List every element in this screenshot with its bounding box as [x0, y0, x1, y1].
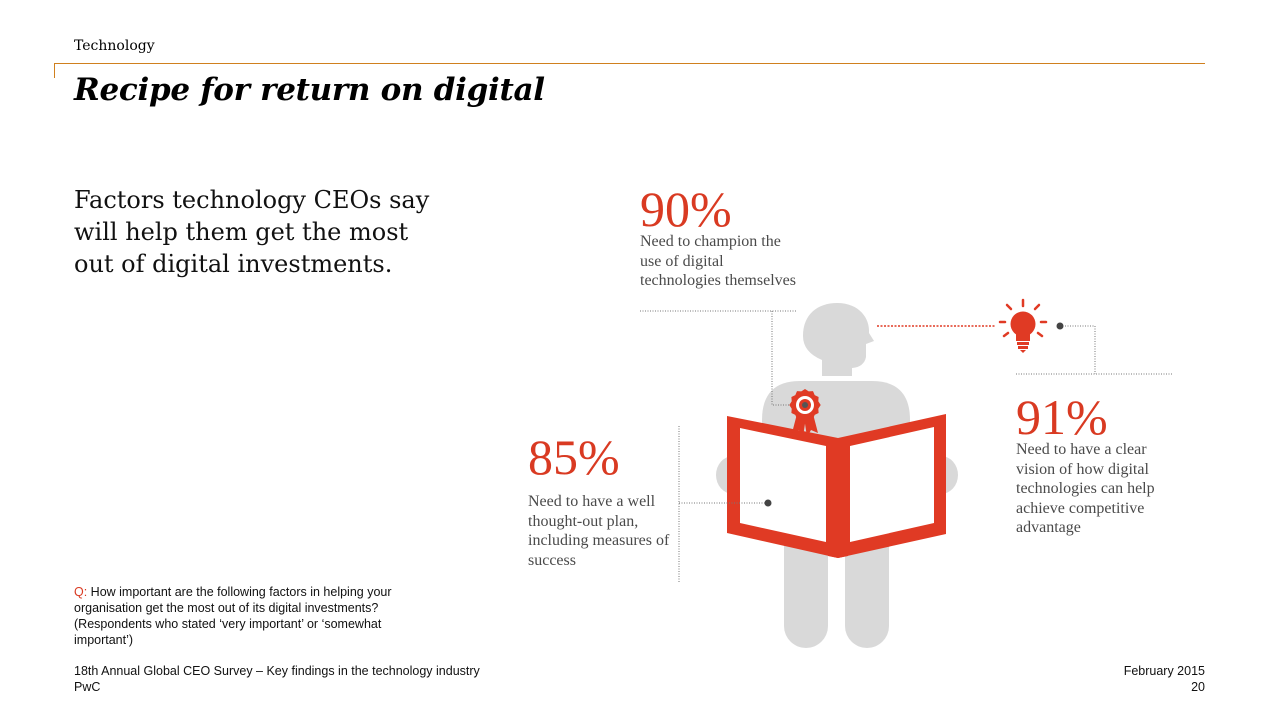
question-text: How important are the following factors …: [74, 585, 392, 647]
footer-date: February 2015: [1123, 664, 1205, 678]
header-rule: [54, 63, 1205, 64]
intro-text: Factors technology CEOs say will help th…: [74, 186, 430, 278]
footer-survey-title: 18th Annual Global CEO Survey – Key find…: [74, 664, 480, 678]
rosette-icon: [789, 389, 821, 437]
footer-brand: PwC: [74, 680, 101, 694]
page-title: Recipe for return on digital: [74, 72, 545, 108]
stat-description-85: Need to have a well thought-out plan, in…: [528, 493, 670, 569]
stat-description-90: Need to champion the use of digital tech…: [640, 233, 796, 289]
stat-value-91: 91%: [1016, 389, 1108, 445]
stat-description-91: Need to have a clear vision of how digit…: [1016, 441, 1155, 536]
leader-dot: [1056, 322, 1064, 330]
question-prefix: Q:: [74, 585, 88, 599]
survey-question: Q: How important are the following facto…: [74, 584, 424, 648]
stat-value-90: 90%: [640, 181, 732, 237]
open-book-icon: [727, 414, 946, 558]
leader-dot: [764, 499, 772, 507]
leader-lines: [640, 310, 1172, 582]
header-rule-tick: [54, 63, 55, 78]
lightbulb-icon: [998, 298, 1048, 353]
stat-value-85: 85%: [528, 429, 620, 485]
section-label: Technology: [74, 38, 155, 54]
page-number: 20: [1191, 680, 1205, 694]
